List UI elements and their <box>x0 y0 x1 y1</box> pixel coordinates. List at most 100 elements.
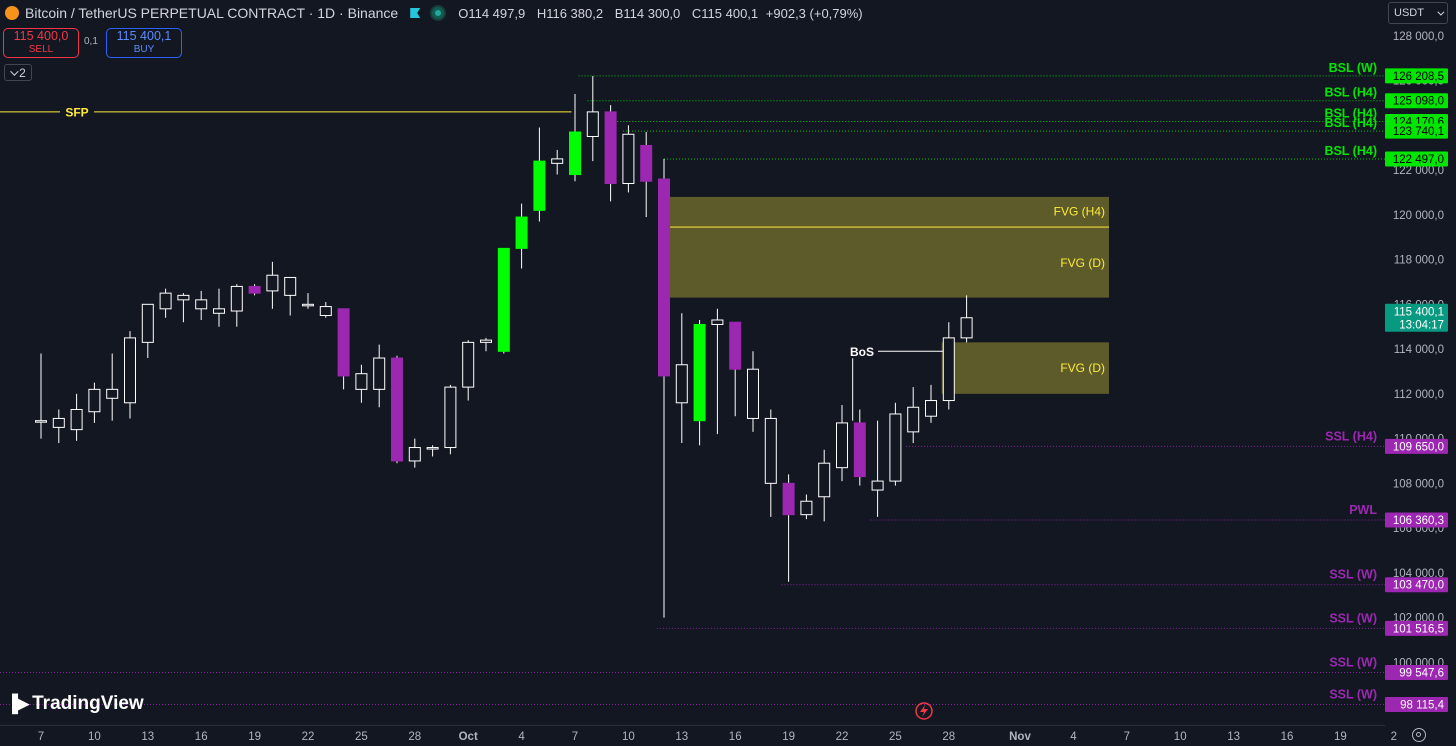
x-tick-label: 10 <box>88 731 101 743</box>
candle-body <box>800 500 813 516</box>
candle-body <box>266 274 279 292</box>
candle-body <box>284 276 297 296</box>
level-price-tag-text: 101 516,5 <box>1393 623 1444 635</box>
x-tick-label: 7 <box>38 731 44 743</box>
flag-icon[interactable] <box>410 8 421 18</box>
candle-body <box>836 422 848 469</box>
level-price-tag <box>1385 68 1448 84</box>
close-label: C <box>691 5 702 21</box>
liquidity-level-label: SSL (W) <box>1329 688 1377 702</box>
candle-body <box>52 417 65 428</box>
liquidity-level-label: BSL (H4) <box>1324 106 1377 120</box>
level-price-tag-text: 125 098,0 <box>1393 96 1444 108</box>
candle-body <box>853 422 866 478</box>
tradingview-mark-icon: ▐▶ <box>6 694 29 713</box>
x-tick-label: 4 <box>518 731 525 743</box>
candle-body <box>604 111 617 184</box>
y-tick-label: 112 000,0 <box>1394 389 1444 401</box>
x-tick-label: 19 <box>782 731 795 743</box>
candle-body <box>337 308 350 377</box>
candle-body <box>230 285 243 312</box>
market-status-icon[interactable] <box>430 5 447 21</box>
ohlc-values: O114 497,9 H116 380,2 B114 300,0 C115 40… <box>454 6 866 21</box>
candle-body <box>871 480 884 491</box>
level-price-tag-text: 126 208,5 <box>1393 71 1444 83</box>
y-tick-label: 108 000,0 <box>1393 478 1444 490</box>
level-price-tag <box>1385 438 1448 454</box>
level-price-tag <box>1385 697 1448 713</box>
y-tick-label: 122 000,0 <box>1393 165 1444 177</box>
symbol-title[interactable]: Bitcoin / TetherUS PERPETUAL CONTRACT · … <box>25 5 399 21</box>
level-price-tag-text: 99 547,6 <box>1399 667 1444 679</box>
candle-body <box>462 341 475 388</box>
fvg-label: FVG (D) <box>1060 361 1105 375</box>
liquidity-level-label: PWL <box>1349 503 1377 517</box>
candle-body <box>747 368 759 419</box>
sell-button[interactable]: 115 400,0 SELL <box>3 28 79 58</box>
x-tick-label: 25 <box>889 731 902 743</box>
level-price-tag-text: 103 470,0 <box>1393 580 1444 592</box>
sfp-label-bg <box>60 103 94 120</box>
candle-body <box>711 319 724 325</box>
x-tick-label: 13 <box>141 731 154 743</box>
liquidity-level-label: SSL (W) <box>1329 655 1377 669</box>
candle-body <box>159 292 172 310</box>
low-label: B <box>614 5 624 21</box>
candle-body <box>408 447 421 462</box>
candle-body <box>925 400 937 417</box>
bos-label-bg <box>846 343 878 359</box>
sfp-label: SFP <box>65 105 88 119</box>
gear-icon[interactable] <box>1412 728 1426 742</box>
level-price-tag <box>1385 620 1448 636</box>
x-tick-label: 16 <box>1281 731 1294 743</box>
candle-body <box>444 386 457 449</box>
high-label: H <box>536 5 547 21</box>
candle-body <box>551 158 564 164</box>
candle-body <box>782 482 795 516</box>
liquidity-level-label: BSL (H4) <box>1324 86 1377 100</box>
open-label: O <box>458 5 469 21</box>
candle-body <box>960 317 973 339</box>
candle-body <box>177 294 190 301</box>
currency-select[interactable]: USDT <box>1388 2 1448 24</box>
candle-body <box>693 323 706 422</box>
x-tick-label: 7 <box>572 731 578 743</box>
candle-body <box>729 321 742 370</box>
y-tick-label: 128 000,0 <box>1393 31 1444 43</box>
level-price-tag-text: 123 740,1 <box>1393 126 1444 138</box>
last-price-tag <box>1385 303 1448 332</box>
lightning-icon <box>920 705 928 717</box>
bitcoin-coin-icon <box>5 6 19 20</box>
candle-body <box>640 144 653 182</box>
candle-body <box>355 373 368 390</box>
high-value: 116 380,2 <box>546 5 604 21</box>
candle-body <box>195 299 208 310</box>
fvg-label: FVG (D) <box>1060 256 1105 270</box>
open-value: 114 497,9 <box>468 5 526 21</box>
currency-value: USDT <box>1394 7 1424 19</box>
candle-body <box>248 285 261 294</box>
liquidity-level-label: SSL (W) <box>1329 568 1377 582</box>
tradingview-logo: ▐▶ TradingView <box>6 693 144 715</box>
event-marker-icon <box>915 702 933 720</box>
sell-price: 115 400,0 <box>13 29 69 43</box>
candle-body <box>942 337 955 402</box>
change-value: +902,3 (+0,79%) <box>765 5 863 21</box>
y-tick-label: 120 000,0 <box>1393 210 1444 222</box>
indicators-toggle-button[interactable]: 2 <box>4 64 32 81</box>
x-tick-label: 10 <box>622 731 635 743</box>
level-price-tag-text: 122 497,0 <box>1393 154 1444 166</box>
liquidity-level-label: SSL (W) <box>1329 611 1377 625</box>
x-tick-label: 7 <box>1124 731 1130 743</box>
candle-body <box>622 133 635 184</box>
x-tick-label: 13 <box>675 731 688 743</box>
x-tick-label: Nov <box>1009 731 1031 743</box>
buy-button[interactable]: 115 400,1 BUY <box>106 28 182 58</box>
candle-body <box>88 388 101 413</box>
x-tick-label: 19 <box>1334 731 1347 743</box>
x-tick-label: 4 <box>1070 731 1077 743</box>
fvg-box <box>664 196 1109 227</box>
x-tick-label: 16 <box>195 731 208 743</box>
